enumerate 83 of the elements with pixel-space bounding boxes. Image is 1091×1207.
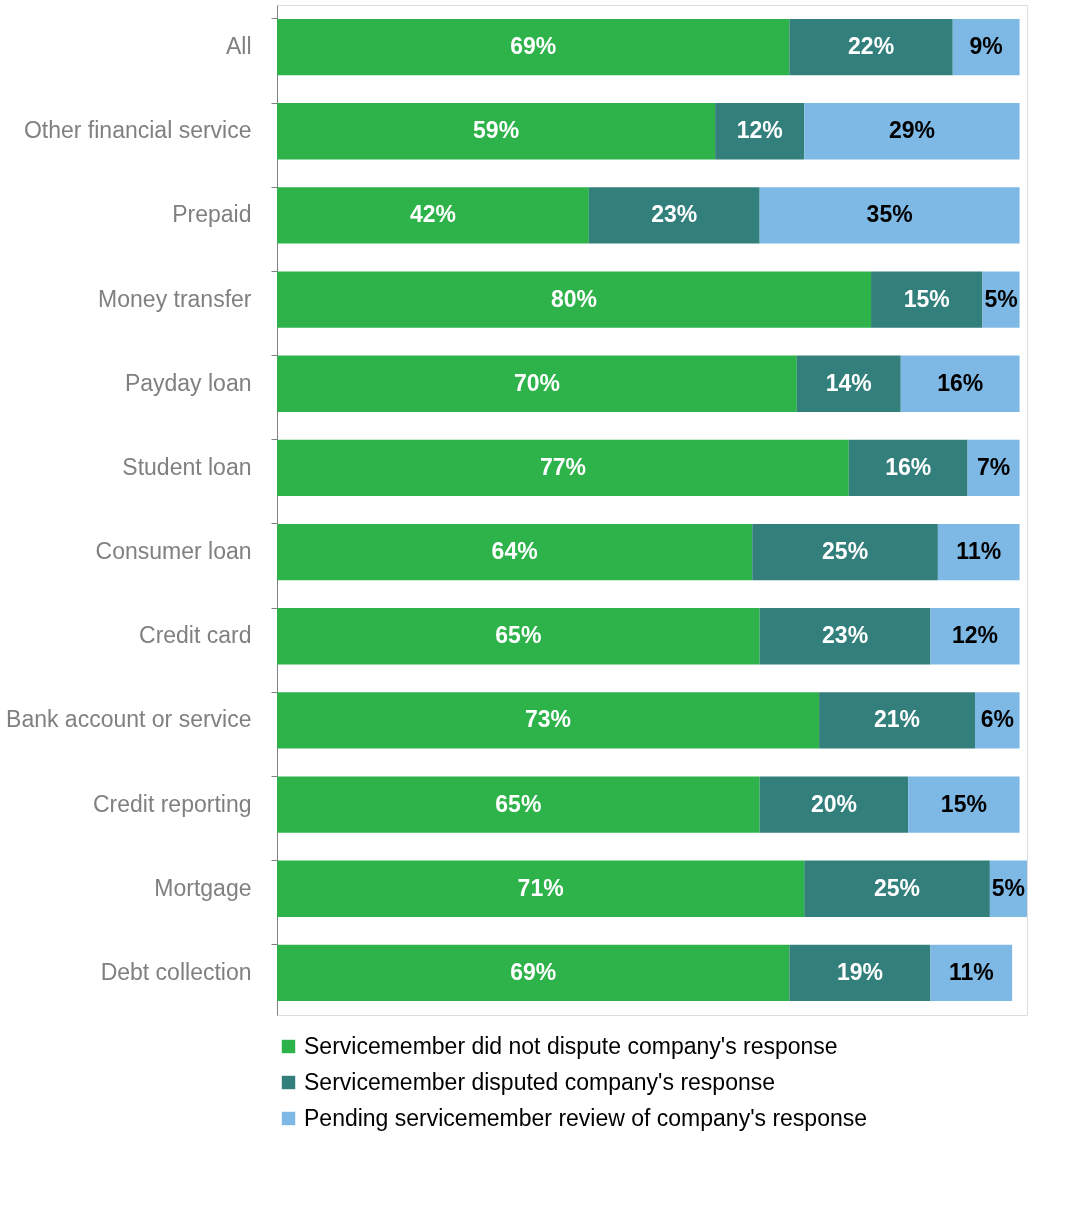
data-label: 23%: [651, 201, 698, 228]
bar: [789, 944, 931, 1002]
legend-label: Pending servicemember review of company's response: [304, 1104, 868, 1131]
data-label: 11%: [948, 958, 994, 985]
bar: [588, 187, 760, 244]
data-label: 42%: [409, 201, 456, 228]
data-label: 15%: [903, 285, 950, 312]
bar: [277, 18, 790, 76]
bar: [277, 608, 760, 665]
y-tick-label: Other financial service: [23, 117, 252, 144]
bar: [819, 692, 976, 749]
bar: [752, 523, 938, 581]
y-tick-label: Payday loan: [124, 369, 252, 396]
bar: [848, 439, 968, 497]
data-label: 73%: [525, 706, 572, 733]
bar: [277, 860, 805, 917]
data-label: 5%: [984, 285, 1018, 312]
y-tick-label: All: [225, 33, 252, 60]
legend-label: Servicemember disputed company's response: [304, 1068, 776, 1095]
bar: [277, 187, 589, 244]
y-tick-label: Credit card: [139, 622, 252, 649]
bar: [759, 776, 909, 833]
data-label: 25%: [822, 538, 869, 565]
data-label: 11%: [956, 538, 1002, 565]
data-label: 9%: [969, 33, 1003, 60]
data-label: 14%: [825, 369, 872, 396]
data-label: 65%: [495, 622, 542, 649]
data-label: 29%: [888, 117, 935, 144]
data-label: 59%: [473, 117, 520, 144]
bar: [277, 944, 790, 1002]
data-label: 23%: [822, 622, 869, 649]
bar: [908, 776, 1020, 833]
bar: [930, 608, 1020, 665]
bar: [715, 103, 805, 160]
data-label: 21%: [874, 706, 921, 733]
data-label: 35%: [866, 201, 913, 228]
bar: [277, 103, 716, 160]
bar: [804, 103, 1020, 160]
y-tick-label: Bank account or service: [6, 706, 252, 733]
y-tick-label: Prepaid: [172, 201, 252, 228]
bar: [277, 692, 820, 749]
data-label: 25%: [874, 874, 921, 901]
bar: [804, 860, 990, 917]
bar: [277, 439, 849, 497]
bar: [277, 271, 872, 328]
data-label: 69%: [510, 958, 557, 985]
bar: [789, 18, 953, 76]
data-label: 70%: [513, 369, 560, 396]
data-label: 5%: [991, 874, 1026, 901]
bar: [277, 776, 760, 833]
bar: [930, 944, 1013, 1002]
bar: [759, 187, 1020, 244]
data-label: 7%: [976, 453, 1011, 480]
data-label: 20%: [810, 790, 857, 817]
data-label: 19%: [836, 958, 883, 985]
data-label: 15%: [940, 790, 987, 817]
y-tick-label: Credit reporting: [92, 790, 252, 817]
data-label: 77%: [539, 453, 586, 480]
data-label: 65%: [495, 790, 542, 817]
data-label: 12%: [952, 622, 999, 649]
y-tick-label: Mortgage: [154, 874, 252, 901]
data-label: 16%: [937, 369, 984, 396]
bar: [796, 355, 901, 412]
bar: [937, 523, 1020, 581]
bar: [277, 523, 753, 581]
data-label: 71%: [517, 874, 564, 901]
data-label: 64%: [491, 538, 538, 565]
y-tick-label: Money transfer: [98, 285, 252, 312]
y-tick-label: Student loan: [122, 453, 252, 480]
data-label: 12%: [736, 117, 783, 144]
bar: [900, 355, 1020, 412]
legend-label: Servicemember did not dispute company's response: [304, 1032, 838, 1059]
data-label: 22%: [848, 33, 895, 60]
y-tick-label: Debt collection: [100, 958, 252, 985]
data-label: 6%: [980, 706, 1014, 733]
bar: [871, 271, 983, 328]
data-label: 69%: [510, 33, 557, 60]
bar: [759, 608, 931, 665]
data-label: 16%: [885, 453, 932, 480]
bar: [277, 355, 797, 412]
data-label: 80%: [551, 285, 598, 312]
bar: [952, 18, 1020, 76]
y-tick-label: Consumer loan: [95, 538, 252, 565]
